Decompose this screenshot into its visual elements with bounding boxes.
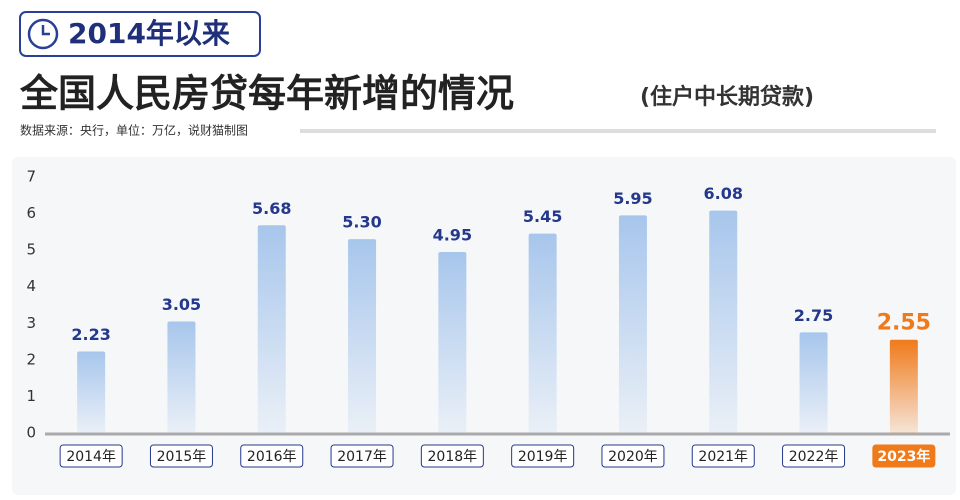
value-label: 3.05: [162, 295, 201, 314]
bar: [348, 239, 377, 433]
clock-hands: [41, 25, 50, 36]
bar: [167, 321, 196, 433]
badge: 2014年以来: [68, 17, 230, 50]
value-label: 2.75: [794, 306, 833, 325]
x-tick-box: [149, 444, 213, 468]
x-tick-label: 2018年: [428, 449, 478, 465]
bar: [799, 332, 828, 433]
y-tick-label: 0: [26, 424, 36, 442]
x-tick-label: 2014年: [66, 449, 116, 465]
chart-panel: [12, 157, 956, 495]
x-tick-box: [511, 444, 575, 468]
x-tick-box: [691, 444, 755, 468]
value-label: 5.30: [342, 213, 381, 232]
x-tick-box: [601, 444, 665, 468]
y-tick-label: 2: [26, 350, 36, 368]
x-tick-label: 2017年: [337, 449, 387, 465]
bar: [438, 251, 467, 433]
bar: [618, 215, 647, 433]
x-tick-box: [420, 444, 484, 468]
chart-subtitle: (住户中长期贷款): [640, 84, 814, 110]
value-label: 5.68: [252, 199, 291, 218]
bar: [709, 210, 738, 433]
source: 数据来源：央行，单位：万亿，说财猫制图: [20, 123, 248, 138]
x-tick-label: 2019年: [518, 449, 568, 465]
value-label: 6.08: [704, 184, 743, 203]
x-tick-box: [330, 444, 394, 468]
bar: [257, 225, 286, 433]
y-tick-label: 4: [26, 277, 36, 295]
x-tick-box: [782, 444, 846, 468]
y-tick-label: 6: [26, 204, 36, 222]
value-label: 2.23: [71, 325, 110, 344]
x-tick-box: [59, 444, 123, 468]
badge-box: [19, 11, 261, 57]
y-tick-label: 3: [26, 314, 36, 332]
value-label: 2.55: [877, 311, 931, 336]
value-label: 5.95: [613, 189, 652, 208]
chart-title: 全国人民房贷每年新增的情况: [19, 72, 514, 116]
clock-icon: [27, 18, 59, 50]
x-tick-label: 2021年: [698, 449, 748, 465]
y-tick-label: 7: [26, 168, 36, 186]
x-tick-label: 2020年: [608, 449, 658, 465]
y-tick-label: 5: [26, 241, 36, 259]
bar: [889, 339, 918, 433]
value-label: 4.95: [433, 225, 472, 244]
x-tick-label: 2022年: [789, 449, 839, 465]
x-tick-label: 2023年: [877, 448, 930, 465]
x-tick-label: 2016年: [247, 449, 297, 465]
y-tick-label: 1: [26, 387, 36, 405]
bar: [528, 233, 557, 433]
value-label: 5.45: [523, 207, 562, 226]
x-tick-label: 2015年: [157, 449, 207, 465]
x-tick-box: [240, 444, 304, 468]
bar: [77, 351, 106, 433]
x-tick-box: [872, 444, 936, 468]
